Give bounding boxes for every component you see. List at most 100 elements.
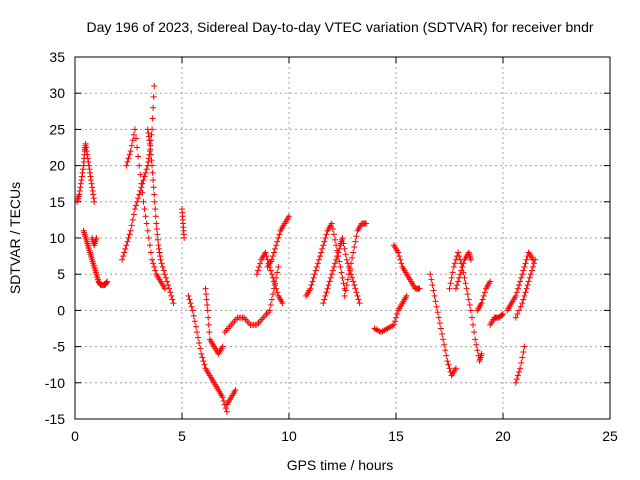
data-point bbox=[157, 256, 164, 263]
data-point bbox=[403, 292, 410, 299]
data-point bbox=[196, 339, 203, 346]
data-point bbox=[119, 256, 126, 263]
data-point bbox=[318, 249, 325, 256]
data-point bbox=[130, 211, 137, 218]
data-point bbox=[321, 296, 328, 303]
data-point bbox=[527, 271, 534, 278]
data-point bbox=[132, 135, 139, 142]
data-point bbox=[195, 334, 202, 341]
data-point bbox=[466, 301, 473, 308]
data-point bbox=[448, 274, 455, 281]
data-point bbox=[286, 213, 292, 220]
data-point bbox=[131, 206, 138, 213]
data-point bbox=[83, 148, 90, 155]
data-point bbox=[512, 314, 519, 321]
data-point bbox=[274, 269, 281, 276]
data-point bbox=[89, 187, 96, 194]
data-point bbox=[341, 245, 348, 252]
data-point bbox=[434, 309, 441, 316]
data-point bbox=[315, 256, 322, 263]
data-point bbox=[467, 307, 474, 314]
data-point bbox=[429, 282, 436, 289]
data-point bbox=[165, 282, 172, 289]
data-point bbox=[189, 307, 196, 314]
data-point bbox=[89, 184, 96, 191]
data-point bbox=[440, 336, 447, 343]
chart-title: Day 196 of 2023, Sidereal Day-to-day VTE… bbox=[86, 19, 593, 35]
data-point bbox=[144, 126, 151, 133]
x-tick-label: 0 bbox=[71, 428, 79, 444]
data-point bbox=[428, 276, 435, 283]
data-point bbox=[309, 278, 316, 285]
data-point bbox=[332, 236, 339, 243]
data-point bbox=[124, 238, 131, 245]
data-point bbox=[458, 267, 465, 274]
data-point bbox=[201, 361, 208, 368]
data-point bbox=[256, 263, 263, 270]
data-point bbox=[202, 285, 209, 292]
data-point bbox=[91, 198, 98, 205]
data-point bbox=[200, 358, 207, 365]
data-point bbox=[135, 195, 142, 202]
data-point bbox=[516, 282, 523, 289]
data-point bbox=[142, 169, 149, 176]
data-point bbox=[312, 267, 319, 274]
data-point bbox=[86, 166, 93, 173]
data-point bbox=[88, 180, 95, 187]
data-point bbox=[131, 126, 138, 133]
data-points bbox=[74, 82, 539, 415]
data-point bbox=[480, 292, 487, 299]
data-point bbox=[267, 267, 274, 274]
data-point bbox=[272, 282, 279, 289]
y-tick-label: 35 bbox=[49, 49, 65, 65]
data-point bbox=[161, 271, 168, 278]
data-point bbox=[222, 405, 229, 412]
y-tick-label: 30 bbox=[49, 85, 65, 101]
data-point bbox=[188, 303, 195, 310]
data-point bbox=[124, 158, 131, 165]
data-point bbox=[156, 249, 163, 256]
data-point bbox=[449, 269, 456, 276]
data-point bbox=[88, 177, 95, 184]
data-point bbox=[90, 195, 97, 202]
data-point bbox=[150, 177, 157, 184]
data-point bbox=[126, 151, 133, 158]
data-point bbox=[128, 222, 135, 229]
data-point bbox=[79, 169, 86, 176]
data-point bbox=[150, 93, 157, 100]
data-point bbox=[197, 345, 204, 352]
data-point bbox=[220, 397, 227, 404]
data-point bbox=[85, 158, 92, 165]
data-point bbox=[322, 292, 329, 299]
data-point bbox=[441, 341, 448, 348]
data-point bbox=[439, 330, 446, 337]
data-point bbox=[137, 171, 144, 178]
y-tick-label: 20 bbox=[49, 158, 65, 174]
data-point bbox=[333, 256, 340, 263]
data-point bbox=[129, 216, 136, 223]
data-point bbox=[181, 235, 188, 241]
data-point bbox=[437, 325, 444, 332]
data-point bbox=[520, 349, 527, 356]
data-point bbox=[268, 296, 275, 303]
data-point bbox=[351, 244, 358, 251]
data-point bbox=[340, 280, 347, 287]
data-point bbox=[519, 271, 526, 278]
data-point bbox=[232, 387, 239, 394]
y-tick-label: -10 bbox=[45, 375, 65, 391]
data-point bbox=[519, 300, 526, 307]
data-point bbox=[522, 260, 529, 267]
data-point bbox=[390, 321, 397, 328]
data-point bbox=[521, 343, 528, 350]
data-point bbox=[149, 115, 156, 122]
data-point bbox=[393, 314, 399, 321]
data-point bbox=[512, 292, 519, 299]
data-point bbox=[307, 285, 314, 292]
data-point bbox=[83, 144, 90, 151]
data-point bbox=[337, 263, 344, 270]
data-point bbox=[86, 169, 93, 176]
data-point bbox=[138, 180, 145, 187]
data-point bbox=[150, 184, 157, 191]
data-point bbox=[343, 282, 350, 289]
data-point bbox=[516, 368, 523, 375]
